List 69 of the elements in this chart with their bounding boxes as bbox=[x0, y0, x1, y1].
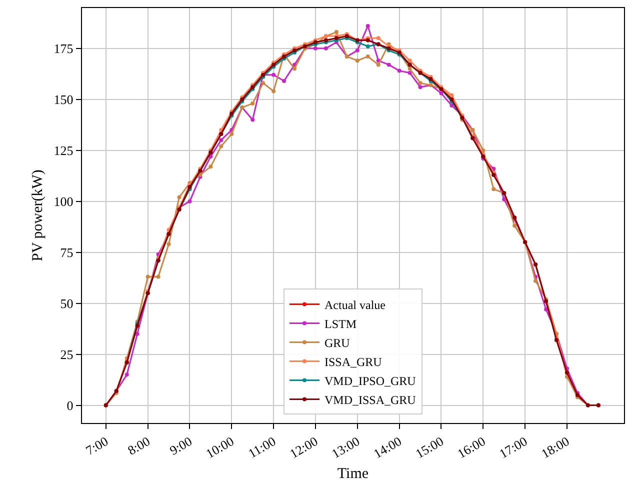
point bbox=[418, 85, 422, 90]
point bbox=[366, 54, 370, 59]
point bbox=[292, 66, 297, 71]
point bbox=[219, 138, 224, 142]
point bbox=[135, 332, 140, 336]
point bbox=[408, 70, 412, 75]
point bbox=[282, 79, 286, 84]
x-tick-label: 9:00 bbox=[166, 433, 194, 458]
y-axis-title: PV power(kW) bbox=[30, 170, 46, 262]
point bbox=[208, 164, 213, 169]
point bbox=[261, 81, 266, 86]
point bbox=[355, 48, 360, 52]
point bbox=[386, 62, 391, 67]
point bbox=[219, 144, 224, 148]
point bbox=[324, 46, 328, 50]
x-tick-label: 15:00 bbox=[412, 433, 446, 462]
point bbox=[408, 66, 412, 71]
point bbox=[355, 58, 360, 63]
point bbox=[397, 68, 402, 73]
y-tick-label: 50 bbox=[60, 296, 74, 311]
x-tick-label: 17:00 bbox=[496, 433, 530, 462]
x-tick-label: 10:00 bbox=[203, 433, 236, 462]
point bbox=[124, 372, 129, 377]
y-tick-label: 175 bbox=[54, 40, 74, 56]
point bbox=[512, 224, 517, 228]
point bbox=[376, 36, 380, 40]
point bbox=[188, 199, 192, 204]
y-tick-label: 100 bbox=[54, 194, 74, 209]
y-tick-label: 125 bbox=[54, 142, 74, 158]
y-tick-label: 25 bbox=[60, 346, 74, 362]
y-tick-label: 0 bbox=[66, 398, 74, 413]
x-tick-label: 13:00 bbox=[328, 433, 362, 462]
x-axis-title: Time bbox=[337, 466, 369, 482]
legend-label: ISSA_GRU bbox=[324, 354, 382, 369]
legend-label: GRU bbox=[324, 336, 350, 350]
point bbox=[366, 24, 370, 28]
x-tick-label: 7:00 bbox=[83, 433, 111, 458]
y-tick-label: 75 bbox=[60, 244, 74, 260]
point bbox=[418, 81, 422, 86]
x-tick-label: 14:00 bbox=[370, 433, 404, 462]
point bbox=[408, 58, 412, 63]
x-tick-label: 16:00 bbox=[454, 433, 488, 462]
point bbox=[544, 307, 548, 312]
point bbox=[534, 278, 538, 283]
point bbox=[146, 274, 150, 279]
point bbox=[166, 242, 171, 246]
point bbox=[250, 118, 255, 122]
x-tick-label: 8:00 bbox=[125, 433, 153, 458]
legend-label: VMD_ISSA_GRU bbox=[324, 392, 416, 407]
point bbox=[250, 101, 255, 106]
legend-label: LSTM bbox=[324, 316, 357, 331]
legend-label: VMD_IPSO_GRU bbox=[324, 374, 416, 388]
point bbox=[366, 44, 370, 48]
point bbox=[177, 195, 182, 200]
x-tick-label: 11:00 bbox=[246, 433, 278, 461]
x-tick-label: 12:00 bbox=[287, 433, 320, 462]
x-tick-label: 18:00 bbox=[538, 433, 572, 462]
point bbox=[492, 187, 496, 192]
y-tick-label: 150 bbox=[54, 92, 74, 107]
point bbox=[450, 103, 454, 108]
point bbox=[272, 72, 276, 77]
point bbox=[439, 91, 444, 96]
legend-label: Actual value bbox=[324, 298, 386, 312]
point bbox=[230, 132, 234, 136]
point bbox=[272, 89, 276, 94]
point bbox=[376, 62, 380, 67]
point bbox=[334, 30, 338, 34]
point bbox=[313, 46, 318, 50]
point bbox=[156, 274, 160, 279]
